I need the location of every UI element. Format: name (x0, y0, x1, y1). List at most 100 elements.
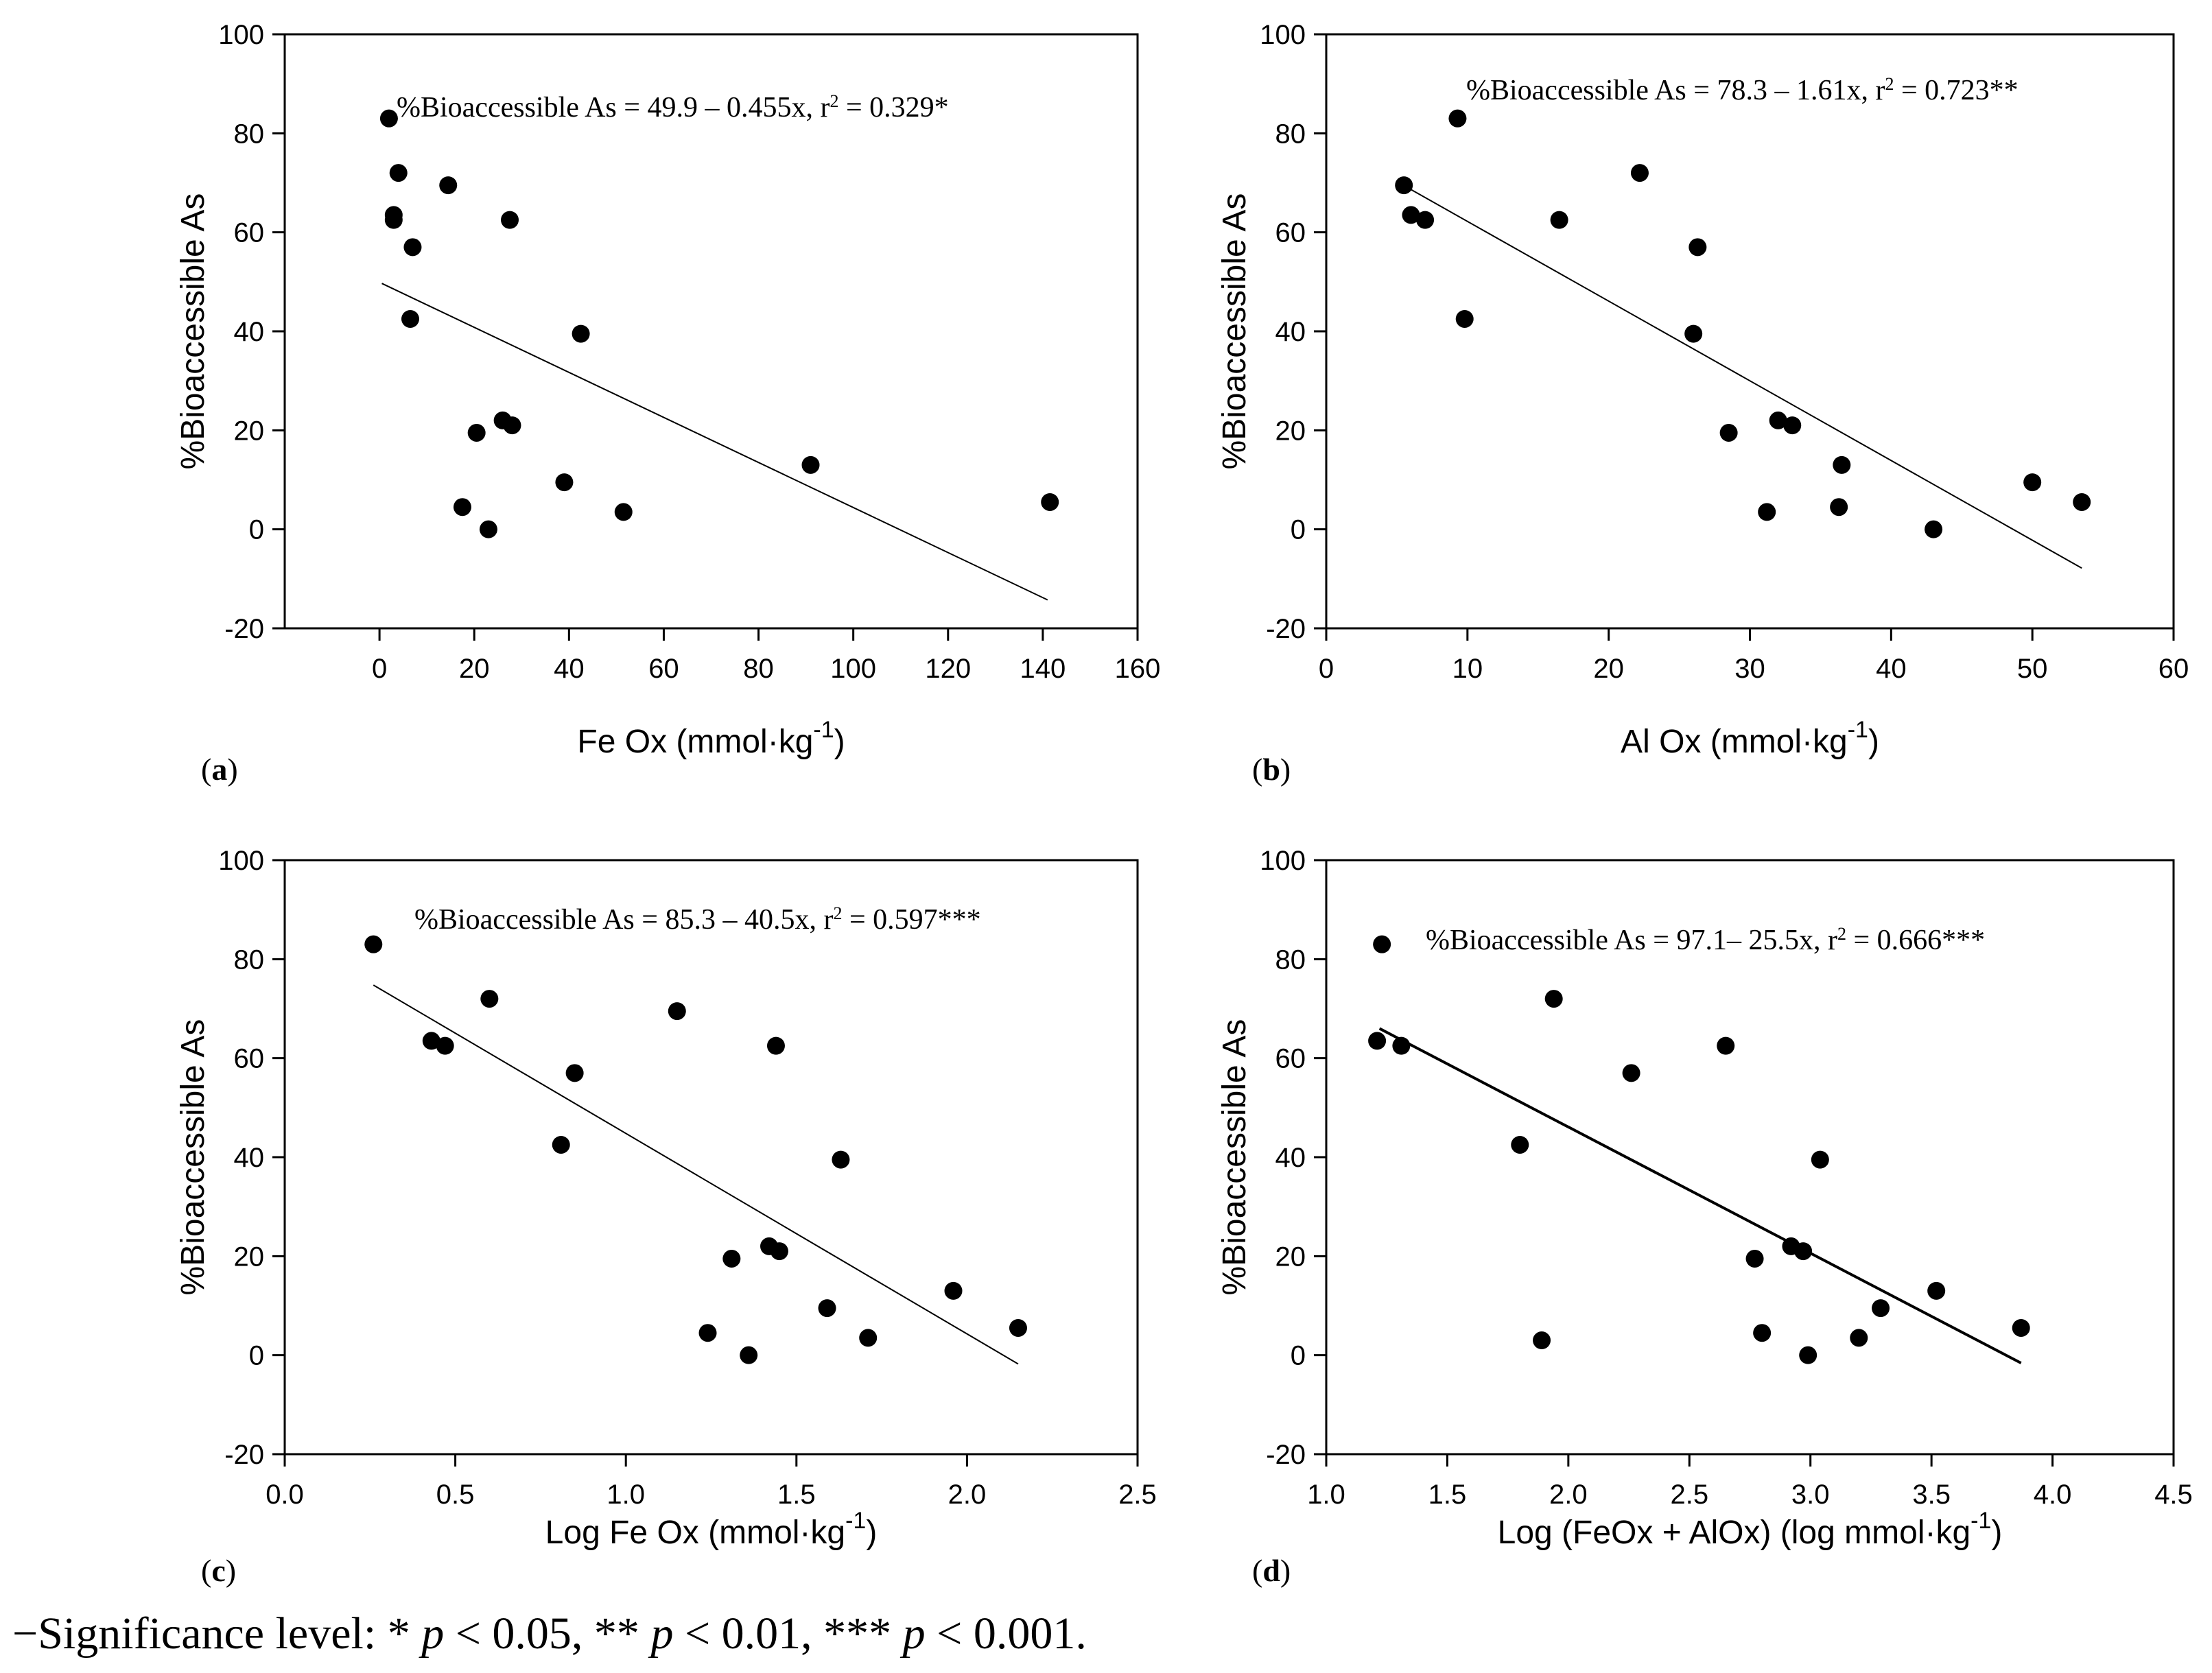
y-tick-label: 40 (1275, 317, 1306, 347)
y-axis-label: %Bioaccessible As (1216, 1019, 1253, 1296)
data-point (698, 1324, 717, 1342)
panel-label: (c)(c) (201, 1553, 236, 1588)
data-point (740, 1346, 758, 1364)
y-tick-label: 0 (1291, 1341, 1306, 1371)
data-point (436, 1036, 454, 1055)
x-axis-label: Al Ox (mmol·kg-1) (1621, 717, 1879, 760)
data-point (384, 211, 403, 229)
x-tick-label: 50 (2017, 654, 2048, 684)
x-tick-label: 1.0 (1307, 1480, 1345, 1510)
x-tick-label: 2.5 (1670, 1480, 1708, 1510)
data-point (565, 1064, 584, 1082)
data-point (480, 990, 499, 1008)
data-point (1544, 990, 1563, 1008)
y-tick-label: 60 (1275, 1044, 1306, 1074)
y-tick-label: 60 (234, 218, 265, 248)
x-tick-label: 40 (554, 654, 585, 684)
data-point (1009, 1318, 1027, 1337)
x-tick-label: 0.5 (436, 1480, 475, 1510)
data-point (1395, 176, 1413, 195)
data-point (2023, 473, 2042, 492)
data-point (1783, 416, 1802, 435)
x-tick-label: 40 (1876, 654, 1907, 684)
data-point (1550, 211, 1568, 229)
x-tick-label: 2.0 (1549, 1480, 1588, 1510)
y-tick-label: 100 (1260, 846, 1306, 876)
data-point (555, 473, 574, 492)
data-point (1373, 935, 1391, 953)
y-tick-label: 100 (218, 20, 264, 50)
data-point (2012, 1318, 2030, 1337)
data-point (801, 455, 820, 474)
data-point (1769, 411, 1787, 429)
x-tick-label: 30 (1734, 654, 1765, 684)
data-point (552, 1135, 570, 1154)
y-tick-label: -20 (1266, 1440, 1306, 1470)
y-tick-label: 40 (234, 1143, 265, 1173)
y-axis-label: %Bioaccessible As (175, 193, 211, 470)
data-point (1402, 206, 1420, 224)
chart-panel-c: -20 0 20 40 60 80 100 0.0 0.5 1.0 1.5 2.0 2.5 %Bioacc… (175, 846, 1157, 1588)
data-point (722, 1249, 741, 1268)
data-point (1753, 1324, 1772, 1342)
x-tick-label: 0.0 (266, 1480, 304, 1510)
x-tick-label: 20 (459, 654, 490, 684)
data-point (389, 164, 408, 182)
x-tick-label: 120 (925, 654, 971, 684)
data-point (422, 1032, 440, 1050)
data-point (1041, 493, 1059, 511)
data-point (1799, 1346, 1817, 1364)
chart-panel-b: -20 0 20 40 60 80 100 0 10 20 30 40 50 60 %Bioaccessib… (1216, 20, 2189, 787)
x-tick-label: 0 (1319, 654, 1334, 684)
x-tick-label: 1.0 (607, 1480, 645, 1510)
x-tick-label: 4.0 (2034, 1480, 2072, 1510)
regression-line (1378, 1027, 2022, 1364)
data-point (1927, 1281, 1946, 1300)
y-tick-label: -20 (1266, 614, 1306, 644)
data-point (479, 520, 497, 538)
regression-equation: %Bioaccessible As = 78.3 – 1.61x, r2 = 0… (1466, 74, 2019, 106)
panel-label: (b)(b) (1252, 752, 1291, 787)
y-tick-label: 40 (1275, 1143, 1306, 1173)
data-point (1850, 1329, 1868, 1347)
y-tick-label: 60 (234, 1044, 265, 1074)
x-axis-label: Log Fe Ox (mmol·kg-1) (545, 1508, 878, 1551)
x-axis-label: Log (FeOx + AlOx) (log mmol·kg-1) (1498, 1508, 2003, 1551)
y-axis-label: %Bioaccessible As (1216, 193, 1253, 470)
x-tick-label: 80 (743, 654, 774, 684)
x-tick-label: 0 (372, 654, 387, 684)
data-point (1925, 520, 1943, 538)
data-point (1717, 1036, 1735, 1055)
data-point (1745, 1249, 1764, 1268)
data-point (859, 1329, 878, 1347)
regression-equation: %Bioaccessible As = 85.3 – 40.5x, r2 = 0… (414, 903, 981, 936)
regression-equation: %Bioaccessible As = 97.1– 25.5x, r2 = 0.… (1426, 924, 1985, 956)
y-tick-label: 100 (218, 846, 264, 876)
data-point (1533, 1331, 1551, 1350)
regression-equation: %Bioaccessible As = 49.9 – 0.455x, r2 = … (397, 91, 949, 123)
x-tick-label: 3.5 (1912, 1480, 1951, 1510)
data-point (439, 176, 458, 195)
data-point (467, 423, 486, 442)
significance-footnote: −Significance level: * p < 0.05, ** p < … (12, 1609, 1087, 1659)
data-point (453, 498, 471, 517)
y-tick-label: 20 (234, 1242, 265, 1272)
data-point (944, 1281, 963, 1300)
x-tick-label: 10 (1452, 654, 1483, 684)
data-point (1392, 1036, 1411, 1055)
x-tick-label: 4.5 (2154, 1480, 2193, 1510)
data-point (1689, 238, 1707, 257)
plot-frame (283, 859, 1139, 1456)
data-point (1830, 498, 1848, 517)
regression-line (381, 283, 1048, 601)
x-tick-label: 1.5 (777, 1480, 816, 1510)
data-point (1416, 211, 1435, 229)
x-tick-label: 100 (830, 654, 876, 684)
data-point (770, 1242, 788, 1261)
data-point (501, 211, 519, 229)
chart-panel-a: -20 0 20 40 60 80 100 0 20 40 60 80 100 120 140 160 %Bio… (175, 20, 1160, 787)
x-tick-label: 3.0 (1791, 1480, 1830, 1510)
regression-line (373, 984, 1019, 1365)
x-tick-label: 60 (648, 654, 679, 684)
